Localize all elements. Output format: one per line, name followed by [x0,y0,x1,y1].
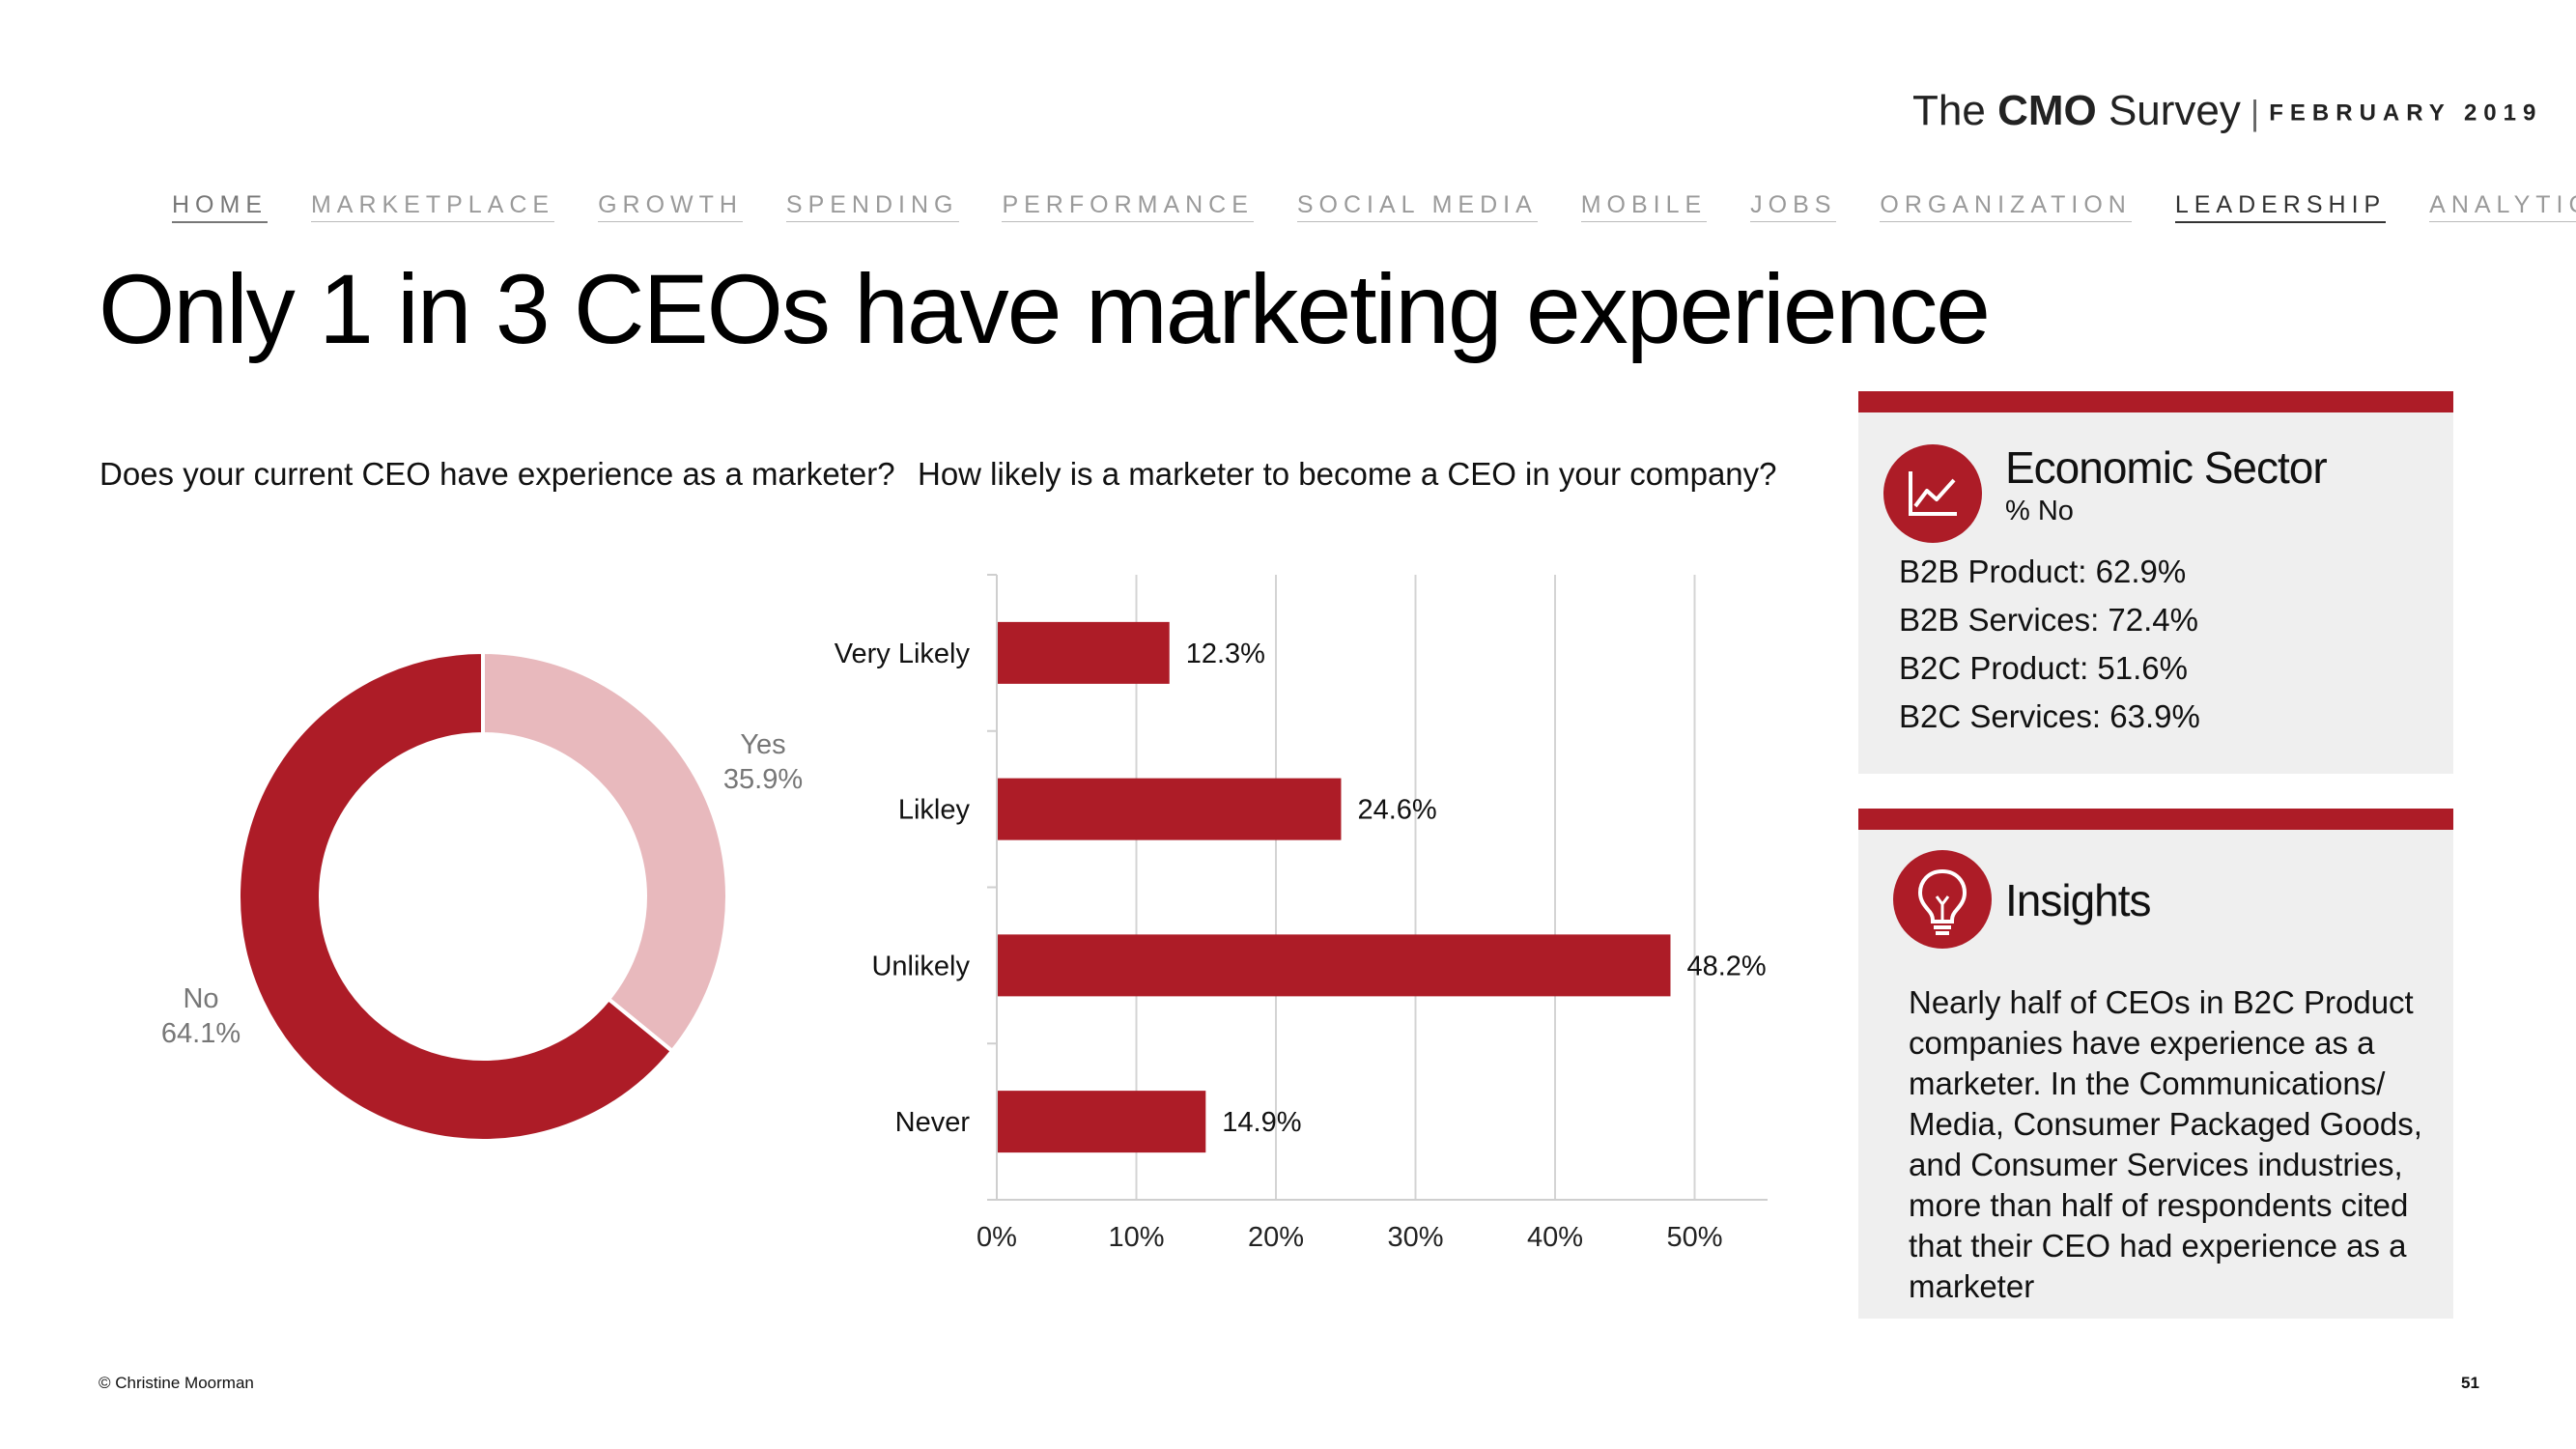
brand-date: FEBRUARY 2019 [2269,99,2543,127]
sector-item-b2b-product: B2B Product: 62.9% [1899,554,2187,589]
nav-item-social-media[interactable]: SOCIAL MEDIA [1296,191,1538,222]
bar-never [998,1091,1206,1153]
donut-label-no: No [183,983,218,1014]
panel-accent-bar [1858,391,2453,412]
x-tick-label: 20% [1248,1222,1304,1253]
bar-value-label: 14.9% [1222,1107,1301,1138]
donut-question: Does your current CEO have experience as… [99,456,895,492]
sector-subtitle: % No [2005,496,2074,526]
x-tick-label: 10% [1108,1222,1164,1253]
brand-the: The [1912,87,1986,134]
donut-slice-no [237,649,675,1143]
donut-label-yes: Yes [740,729,785,760]
nav-item-home[interactable]: HOME [172,191,268,223]
economic-sector-panel: Economic Sector % No B2B Product: 62.9% … [1858,391,2453,774]
nav-item-marketplace[interactable]: MARKETPLACE [310,191,555,222]
nav-item-mobile[interactable]: MOBILE [1580,191,1708,222]
bar-value-label: 24.6% [1357,795,1436,826]
x-tick-label: 50% [1666,1222,1722,1253]
x-tick-label: 0% [977,1222,1017,1253]
donut-value-yes: 35.9% [723,764,803,795]
sector-item-b2c-services: B2C Services: 63.9% [1899,698,2200,734]
insights-text: Nearly half of CEOs in B2C Product compa… [1909,984,2422,1304]
donut-slice-yes [481,649,729,1054]
bar-value-label: 12.3% [1186,639,1265,669]
page-number: 51 [2461,1374,2479,1392]
nav-item-analytics[interactable]: ANALYTICS [2429,191,2576,222]
panel-accent-bar [1858,809,2453,830]
nav-item-leadership[interactable]: LEADERSHIP [2174,191,2387,223]
top-nav: HOME MARKETPLACE GROWTH SPENDING PERFORM… [172,191,2576,223]
bar-unlikely [998,934,1671,997]
bar-value-label: 48.2% [1686,951,1766,981]
category-label: Unlikely [871,951,970,981]
bar-likley [998,778,1342,840]
nav-item-spending[interactable]: SPENDING [785,191,959,222]
brand-survey: Survey [2108,87,2241,134]
bar-question: How likely is a marketer to become a CEO… [918,456,1777,492]
brand-separator: | [2250,93,2260,132]
line-chart-icon [1883,444,1982,543]
bar-very-likely [998,621,1170,684]
nav-item-growth[interactable]: GROWTH [598,191,743,222]
insights-title: Insights [2005,875,2152,925]
category-label: Likley [898,795,971,826]
bar-chart: 0% 10% 20% 30% 40% 50% Very Likely 12.3% Likley 2… [835,574,1768,1253]
brand-cmo: CMO [1997,87,2097,134]
sector-item-b2b-services: B2B Services: 72.4% [1899,602,2198,638]
insights-panel: Insights Nearly half of CEOs in B2C Prod… [1858,809,2453,1319]
sector-title: Economic Sector [2005,442,2328,493]
page-title: Only 1 in 3 CEOs have marketing experien… [99,254,1991,364]
donut-chart: Yes 35.9% No 64.1% [161,649,803,1143]
sector-item-b2c-product: B2C Product: 51.6% [1899,650,2188,686]
x-tick-label: 40% [1527,1222,1583,1253]
nav-item-organization[interactable]: ORGANIZATION [1880,191,2132,222]
category-label: Very Likely [835,639,971,669]
category-label: Never [895,1107,971,1138]
nav-item-jobs[interactable]: JOBS [1750,191,1837,222]
donut-value-no: 64.1% [161,1018,241,1049]
copyright: © Christine Moorman [99,1374,254,1392]
brand-logo: The CMO Survey | FEBRUARY 2019 [1912,87,2542,135]
sector-list: B2B Product: 62.9% B2B Services: 72.4% B… [1899,548,2200,741]
x-tick-label: 30% [1387,1222,1443,1253]
lightbulb-icon [1893,850,1992,949]
nav-item-performance[interactable]: PERFORMANCE [1002,191,1254,222]
